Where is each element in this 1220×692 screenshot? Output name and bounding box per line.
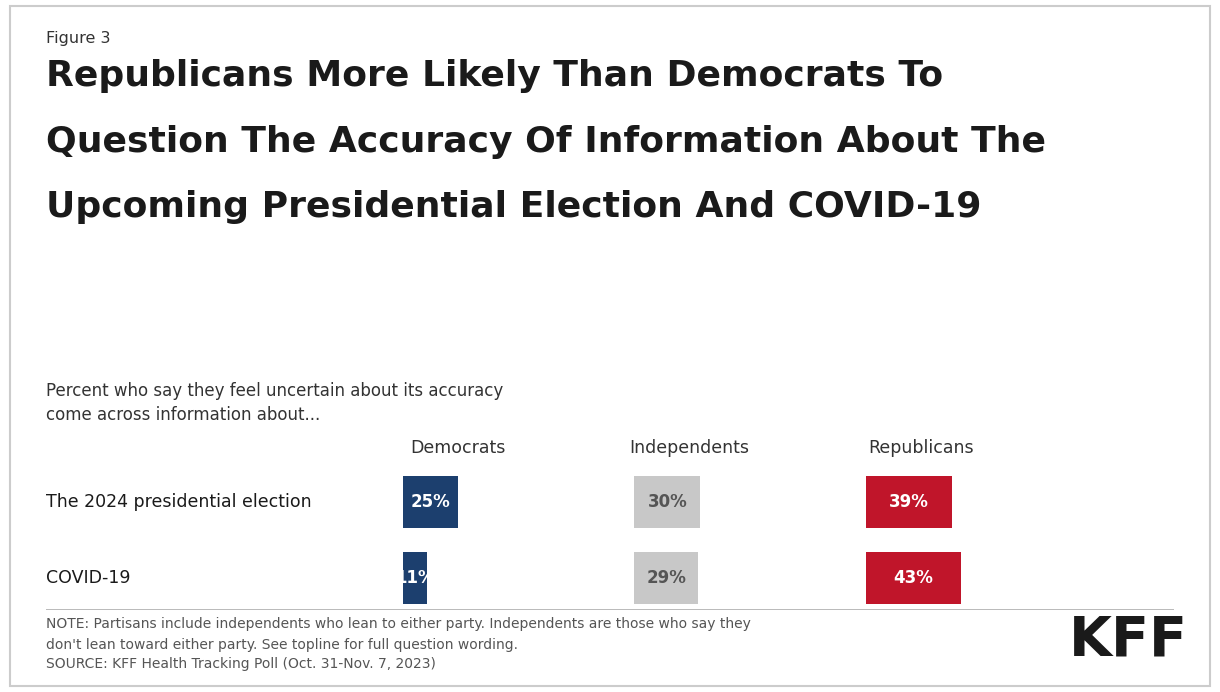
Text: Percent who say they feel uncertain about its accuracy: Percent who say they feel uncertain abou… bbox=[46, 377, 509, 395]
Text: Figure 3: Figure 3 bbox=[46, 31, 111, 46]
Text: Percent who say they feel uncertain about its accuracy all or most of the time: Percent who say they feel uncertain abou… bbox=[46, 377, 778, 395]
Text: NOTE: Partisans include independents who lean to either party. Independents are : NOTE: Partisans include independents who… bbox=[46, 617, 752, 631]
Text: Percent who say they feel uncertain about its accuracy all or most of the time: Percent who say they feel uncertain abou… bbox=[46, 394, 694, 412]
Text: Percent who say they feel uncertain about its accuracy all or most of the time w: Percent who say they feel uncertain abou… bbox=[46, 382, 787, 400]
Text: SOURCE: KFF Health Tracking Poll (Oct. 31-Nov. 7, 2023): SOURCE: KFF Health Tracking Poll (Oct. 3… bbox=[46, 657, 437, 671]
Text: Upcoming Presidential Election And COVID-19: Upcoming Presidential Election And COVID… bbox=[46, 190, 982, 224]
Text: Republicans: Republicans bbox=[869, 439, 974, 457]
Text: Percent who say they feel uncertain about its accuracy: Percent who say they feel uncertain abou… bbox=[46, 394, 509, 412]
Text: Question The Accuracy Of Information About The: Question The Accuracy Of Information Abo… bbox=[46, 125, 1047, 158]
Text: don't lean toward either party. See topline for full question wording.: don't lean toward either party. See topl… bbox=[46, 638, 518, 652]
Text: Percent who say they feel uncertain about its accuracy all or most of the time: Percent who say they feel uncertain abou… bbox=[46, 382, 778, 400]
Text: The 2024 presidential election: The 2024 presidential election bbox=[46, 493, 312, 511]
Text: come across information about...: come across information about... bbox=[46, 406, 321, 424]
Text: 30%: 30% bbox=[648, 493, 687, 511]
Text: 25%: 25% bbox=[410, 493, 450, 511]
Text: KFF: KFF bbox=[1069, 613, 1188, 667]
Text: Percent who say they feel uncertain about its accuracy: Percent who say they feel uncertain abou… bbox=[46, 382, 509, 400]
Text: Democrats: Democrats bbox=[410, 439, 505, 457]
Text: 43%: 43% bbox=[893, 569, 933, 587]
Text: COVID-19: COVID-19 bbox=[46, 569, 131, 587]
Text: 29%: 29% bbox=[647, 569, 686, 587]
Text: 39%: 39% bbox=[889, 493, 928, 511]
Text: Republicans More Likely Than Democrats To: Republicans More Likely Than Democrats T… bbox=[46, 59, 943, 93]
Text: Independents: Independents bbox=[630, 439, 749, 457]
Text: 11%: 11% bbox=[395, 569, 434, 587]
Text: Percent who say they feel uncertain about its accuracy all or most of the time w: Percent who say they feel uncertain abou… bbox=[46, 377, 787, 395]
